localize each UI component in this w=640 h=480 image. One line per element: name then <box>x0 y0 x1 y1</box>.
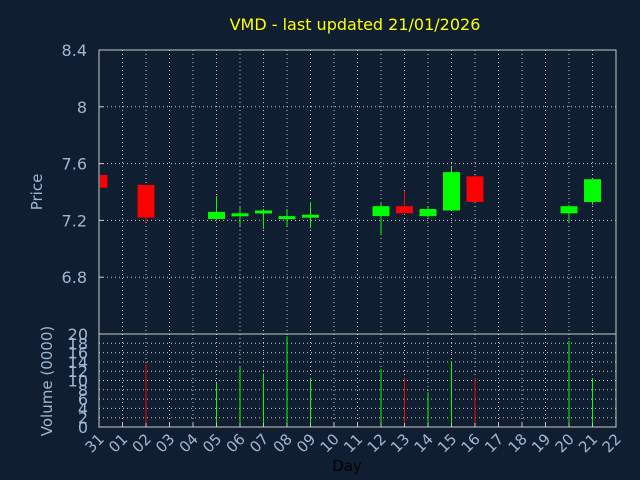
volume-tick-label: 18 <box>68 334 88 353</box>
candle-body <box>231 213 249 217</box>
volume-tick-label: 6 <box>78 390 88 409</box>
price-tick-label: 7.2 <box>62 211 87 230</box>
volume-tick-label: 12 <box>68 362 88 381</box>
candle-body <box>100 174 108 188</box>
volume-axis-label: Volume (0000) <box>38 326 56 436</box>
volume-tick-label: 16 <box>68 344 88 363</box>
volume-tick-label: 4 <box>78 399 88 418</box>
candle-body <box>302 214 319 218</box>
price-tick-label: 8.4 <box>62 41 87 60</box>
price-tick-label: 6.8 <box>62 268 87 287</box>
price-tick-label: 7.6 <box>62 155 87 174</box>
price-tick-labels: 8.4 8 7.6 7.2 6.8 <box>62 41 103 287</box>
candle-body <box>137 184 155 218</box>
y-axis-label: Price <box>28 174 46 211</box>
volume-tick-label: 20 <box>68 325 88 344</box>
candle-body <box>466 176 484 202</box>
candle-body <box>443 172 460 211</box>
x-axis-label: Day <box>332 457 362 475</box>
volume-tick-label: 8 <box>78 381 88 400</box>
volume-tick-label: 2 <box>78 409 88 428</box>
volume-tick-label: 10 <box>68 372 88 391</box>
volume-bars <box>145 336 593 427</box>
candle-body <box>255 210 272 214</box>
candle-body <box>208 211 225 219</box>
volume-panel-frame <box>98 333 617 428</box>
price-tick-label: 8 <box>77 98 87 117</box>
candle-body <box>584 179 601 202</box>
candle-body <box>419 209 437 217</box>
candle-body <box>372 206 390 217</box>
candles <box>98 166 601 235</box>
candle-body <box>278 216 296 220</box>
price-grid <box>99 50 616 334</box>
volume-tick-label: 0 <box>78 418 88 437</box>
candle-body <box>560 206 578 214</box>
candle-body <box>396 206 413 214</box>
chart-title: VMD - last updated 21/01/2026 <box>230 15 481 34</box>
volume-tick-label: 14 <box>68 353 88 372</box>
